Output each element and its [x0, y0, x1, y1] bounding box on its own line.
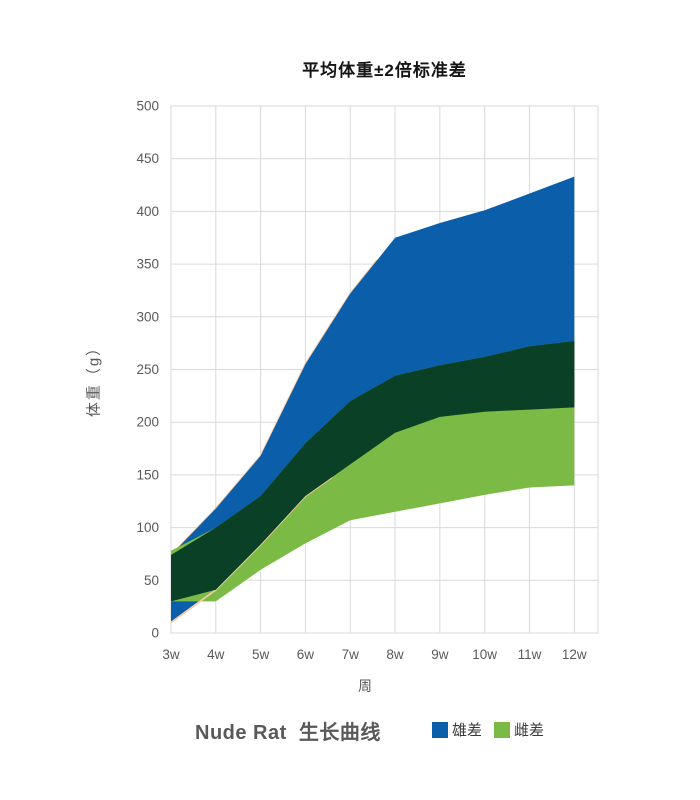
y-tick-label: 300 — [136, 309, 159, 324]
y-tick-label: 500 — [136, 99, 159, 114]
y-tick-label: 200 — [136, 415, 159, 430]
y-tick-label: 50 — [144, 573, 159, 588]
female-series-swatch-icon — [494, 721, 511, 738]
x-axis-title: 周 — [358, 678, 372, 694]
x-tick-label: 11w — [518, 647, 542, 662]
x-tick-label: 8w — [386, 647, 404, 662]
y-tick-label: 450 — [136, 151, 159, 166]
y-tick-label: 350 — [136, 257, 159, 272]
female-series-label: 雌差 — [514, 722, 545, 739]
legend: 雄差 雌差 — [432, 719, 544, 740]
y-tick-label: 150 — [136, 467, 159, 482]
y-tick-label: 100 — [136, 520, 159, 535]
x-tick-label: 3w — [162, 647, 180, 662]
legend-item-male: 雄差 — [432, 719, 482, 740]
y-tick-label: 250 — [136, 362, 159, 377]
legend-item-female: 雌差 — [494, 719, 544, 740]
chart-title: 平均体重±2倍标准差 — [302, 61, 467, 80]
x-tick-label: 4w — [207, 647, 225, 662]
y-axis-title: 体重（g） — [85, 338, 103, 418]
x-tick-label: 7w — [342, 647, 360, 662]
accent-line-top — [170, 259, 378, 556]
x-tick-label: 10w — [472, 647, 497, 662]
male-series-swatch-icon — [432, 721, 448, 738]
chart-caption: Nude Rat 生长曲线 — [195, 722, 381, 744]
x-tick-label: 5w — [252, 647, 270, 662]
y-tick-label: 400 — [136, 204, 159, 219]
x-tick-label: 9w — [431, 647, 449, 662]
overlap-band-area — [171, 341, 575, 602]
x-tick-label: 12w — [562, 647, 587, 662]
male-series-label: 雄差 — [452, 722, 483, 739]
y-tick-label: 0 — [151, 626, 159, 641]
x-tick-label: 6w — [297, 647, 315, 662]
